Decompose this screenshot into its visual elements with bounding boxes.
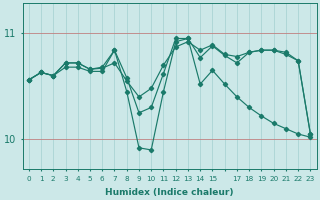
X-axis label: Humidex (Indice chaleur): Humidex (Indice chaleur) xyxy=(105,188,234,197)
